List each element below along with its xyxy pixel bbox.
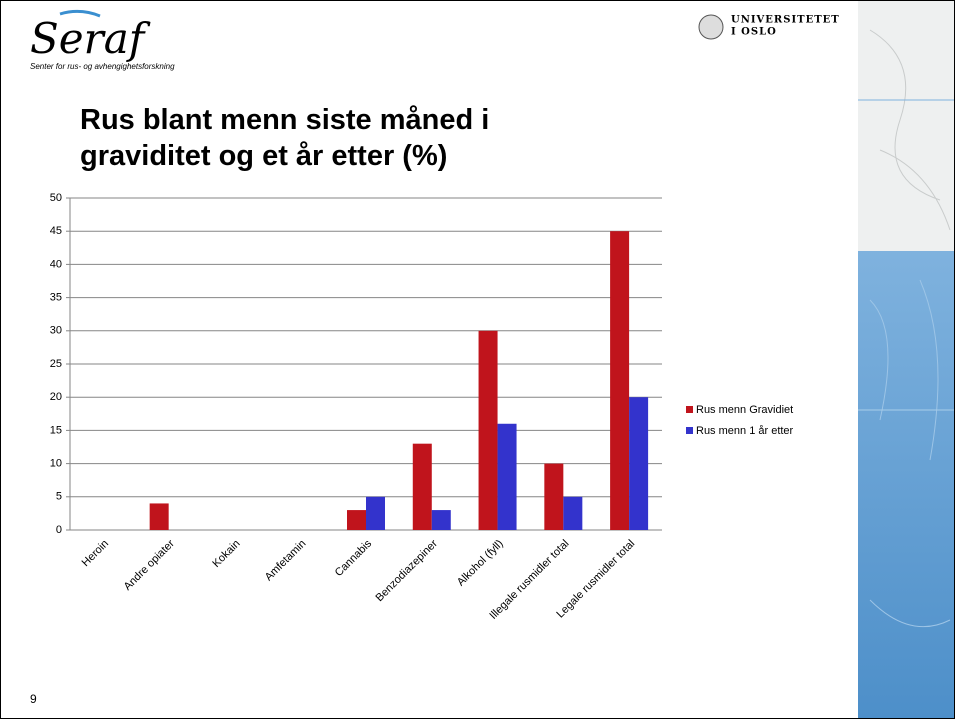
y-tick-label: 5 xyxy=(56,491,62,503)
university-seal xyxy=(698,14,724,40)
bar xyxy=(478,330,498,530)
university-name: UNIVERSITETET xyxy=(731,15,840,26)
y-tick-label: 25 xyxy=(50,358,62,370)
legend-label: Rus menn 1 år etter xyxy=(696,425,794,437)
bar xyxy=(544,463,564,530)
logo-swoosh xyxy=(59,9,101,18)
y-tick-label: 45 xyxy=(50,225,62,237)
legend-swatch xyxy=(686,427,693,434)
decor-strip xyxy=(858,251,954,718)
decor-lines xyxy=(869,29,951,231)
bar xyxy=(149,503,169,530)
page-number: 9 xyxy=(30,692,37,706)
x-tick-label: Kokain xyxy=(210,538,242,570)
x-tick-label: Alkohol (fyll) xyxy=(455,538,506,589)
legend-swatch xyxy=(686,406,693,413)
y-tick-label: 30 xyxy=(50,325,62,337)
y-tick-label: 40 xyxy=(50,258,62,270)
bar xyxy=(412,443,432,530)
y-tick-label: 15 xyxy=(50,424,62,436)
bar xyxy=(610,231,630,530)
x-tick-label: Heroin xyxy=(80,538,111,569)
decor-lines xyxy=(869,279,951,628)
x-tick-label: Amfetamin xyxy=(263,538,309,584)
x-tick-label: Andre opiater xyxy=(122,537,177,592)
chart-title: Rus blant menn siste måned i graviditet … xyxy=(80,104,490,172)
logo: Seraf xyxy=(30,14,151,63)
x-tick-label: Cannabis xyxy=(333,537,375,579)
bar xyxy=(629,397,649,530)
bar xyxy=(497,423,517,530)
bar xyxy=(431,510,451,530)
bar xyxy=(366,496,385,530)
x-tick-label: Benzodiazepiner xyxy=(374,537,441,604)
legend-label: Rus menn Gravidiet xyxy=(696,404,793,416)
decor-strip-top xyxy=(858,1,954,251)
y-tick-label: 20 xyxy=(50,391,62,403)
bar xyxy=(563,496,583,530)
y-tick-label: 0 xyxy=(56,524,62,536)
logo-subtitle: Senter for rus- og avhengighetsforskning xyxy=(30,62,175,71)
y-tick-label: 10 xyxy=(50,458,62,470)
university-name: I OSLO xyxy=(731,27,777,38)
bar xyxy=(347,510,366,530)
y-tick-label: 35 xyxy=(50,292,62,304)
y-tick-label: 50 xyxy=(50,192,62,204)
